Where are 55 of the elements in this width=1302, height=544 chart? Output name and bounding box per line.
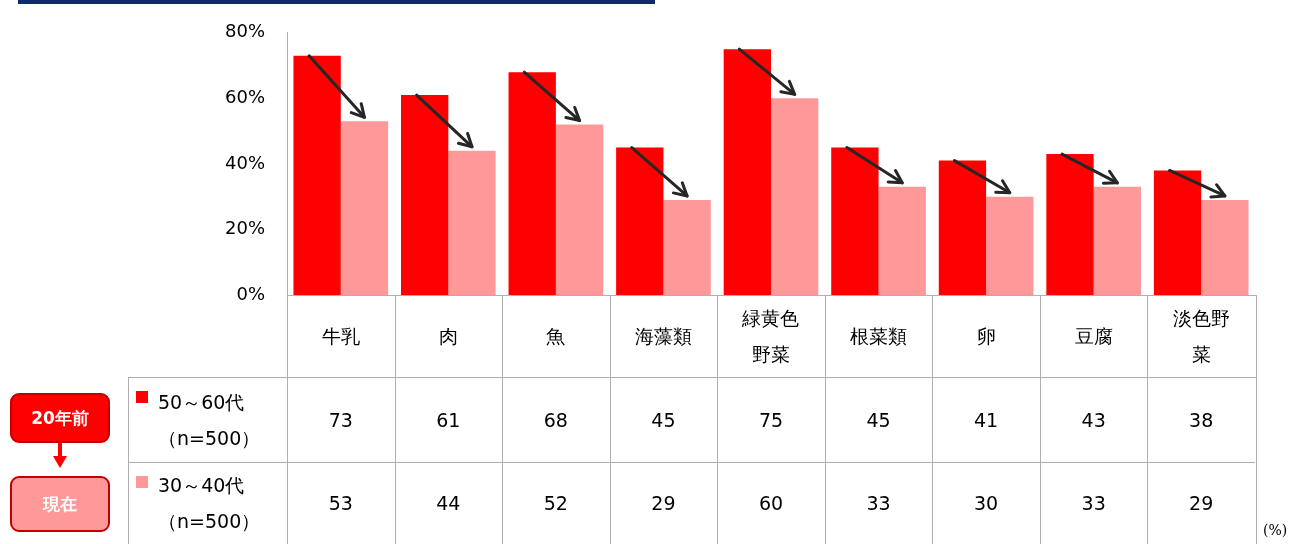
data-label: 30 (973, 491, 1000, 516)
y-tick-label: 0% (236, 282, 265, 304)
data-label: 29 (650, 491, 677, 516)
legend-label: 30～40代（n=500） (158, 473, 262, 534)
x-tick-label: 根菜類 (850, 324, 908, 349)
bar (616, 147, 664, 295)
bar (448, 150, 496, 295)
data-label: 33 (1080, 491, 1107, 516)
bar (340, 121, 389, 295)
legend-label: 50～60代（n=500） (158, 389, 262, 451)
bar (986, 196, 1034, 295)
x-tick-label: 淡色野菜 (1171, 306, 1231, 367)
data-label: 38 (1188, 407, 1215, 433)
text: 20年前 (10, 393, 110, 443)
y-tick-label: 60% (224, 86, 265, 108)
data-label: 43 (1080, 407, 1107, 433)
bar (878, 186, 926, 295)
x-tick-label: 豆腐 (1074, 324, 1113, 349)
data-label: 60 (757, 491, 785, 516)
x-tick-label: 卵 (976, 324, 996, 349)
bar (723, 49, 771, 295)
data-label: 75 (757, 407, 785, 433)
bar (555, 124, 604, 295)
data-label: 41 (973, 407, 1000, 433)
bar (1201, 199, 1249, 295)
x-tick-label: 緑黄色野菜 (741, 306, 801, 367)
bar (663, 199, 711, 295)
data-label: 61 (435, 407, 462, 433)
x-tick-label: 海藻類 (634, 324, 692, 349)
x-tick-label: 牛乳 (321, 324, 360, 349)
y-tick-label: 40% (224, 151, 265, 173)
data-label: 45 (865, 407, 892, 433)
data-label: 29 (1188, 491, 1215, 516)
data-label: 44 (435, 491, 462, 516)
text: (%) (1263, 522, 1288, 538)
bar (1153, 170, 1202, 295)
bar (293, 55, 341, 295)
bar (1093, 186, 1141, 295)
data-label: 52 (542, 491, 569, 516)
bar (771, 98, 819, 295)
y-tick-label: 20% (224, 217, 265, 239)
data-label: 45 (650, 407, 677, 433)
data-label: 68 (542, 407, 569, 433)
data-label: 33 (865, 491, 892, 516)
x-tick-label: 魚 (546, 324, 566, 349)
bar (831, 147, 879, 295)
bar (938, 160, 987, 295)
data-label: 53 (327, 491, 354, 516)
bar (401, 95, 449, 295)
bar (508, 72, 556, 295)
x-tick-label: 肉 (438, 324, 458, 349)
y-tick-label: 80% (224, 20, 265, 42)
text: 現在 (10, 476, 110, 532)
data-label: 73 (327, 407, 354, 433)
bar (1046, 154, 1094, 295)
